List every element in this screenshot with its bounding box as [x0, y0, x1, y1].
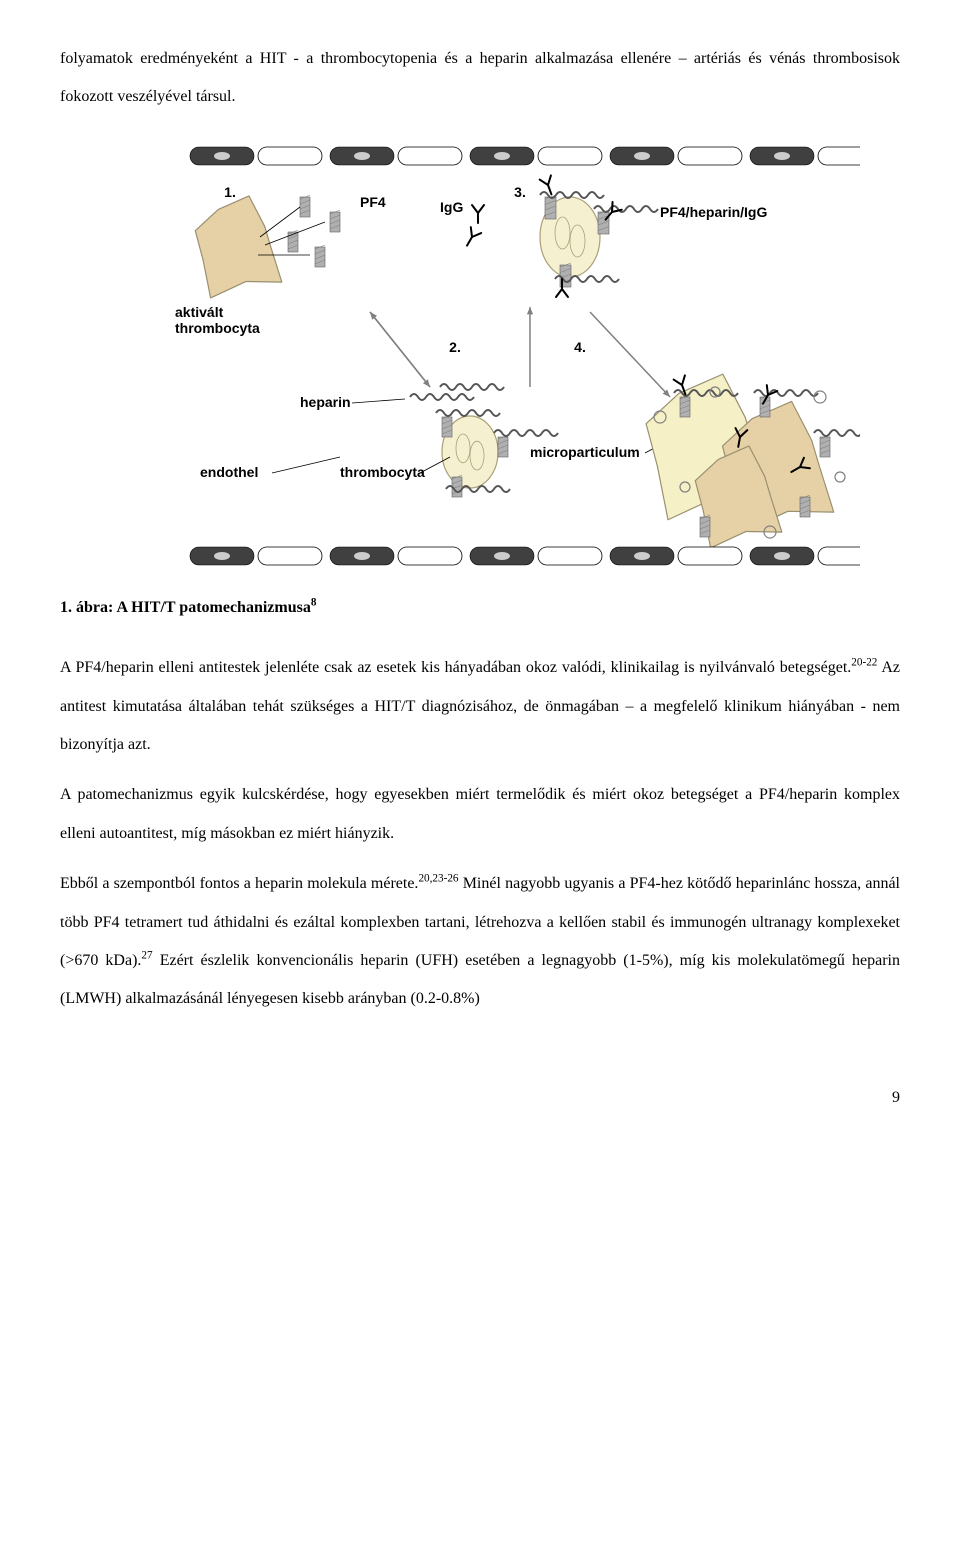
- svg-text:endothel: endothel: [200, 464, 258, 480]
- svg-text:thrombocyta: thrombocyta: [175, 320, 260, 336]
- svg-text:IgG: IgG: [440, 199, 463, 215]
- figure-hit-patomechanism: 1.PF4IgG3.PF4/heparin/IgGaktiváltthrombo…: [100, 137, 860, 577]
- p3c: Ezért észlelik konvencionális heparin (U…: [60, 952, 900, 1007]
- svg-text:microparticulum: microparticulum: [530, 444, 640, 460]
- p1a: A PF4/heparin elleni antitestek jelenlét…: [60, 659, 851, 676]
- svg-text:1.: 1.: [224, 184, 236, 200]
- svg-text:heparin: heparin: [300, 394, 351, 410]
- figure-caption: 1. ábra: A HIT/T patomechanizmusa8: [60, 597, 900, 619]
- body-paragraph-2: A patomechanizmus egyik kulcskérdése, ho…: [60, 776, 900, 853]
- p3a: Ebből a szempontból fontos a heparin mol…: [60, 875, 418, 892]
- body-paragraph-1: A PF4/heparin elleni antitestek jelenlét…: [60, 649, 900, 764]
- p3-sup2: 27: [141, 950, 152, 962]
- svg-text:PF4: PF4: [360, 194, 386, 210]
- svg-text:thrombocyta: thrombocyta: [340, 464, 425, 480]
- svg-text:4.: 4.: [574, 339, 586, 355]
- svg-text:2.: 2.: [449, 339, 461, 355]
- svg-text:PF4/heparin/IgG: PF4/heparin/IgG: [660, 204, 767, 220]
- page-number: 9: [60, 1079, 900, 1117]
- p3-sup1: 20,23-26: [418, 873, 458, 885]
- body-paragraph-3: Ebből a szempontból fontos a heparin mol…: [60, 865, 900, 1019]
- svg-text:aktivált: aktivált: [175, 304, 224, 320]
- intro-paragraph: folyamatok eredményeként a HIT - a throm…: [60, 40, 900, 117]
- figcap-sup: 8: [311, 596, 317, 608]
- svg-text:3.: 3.: [514, 184, 526, 200]
- p1-sup1: 20-22: [851, 657, 877, 669]
- figcap-text: 1. ábra: A HIT/T patomechanizmusa: [60, 599, 311, 616]
